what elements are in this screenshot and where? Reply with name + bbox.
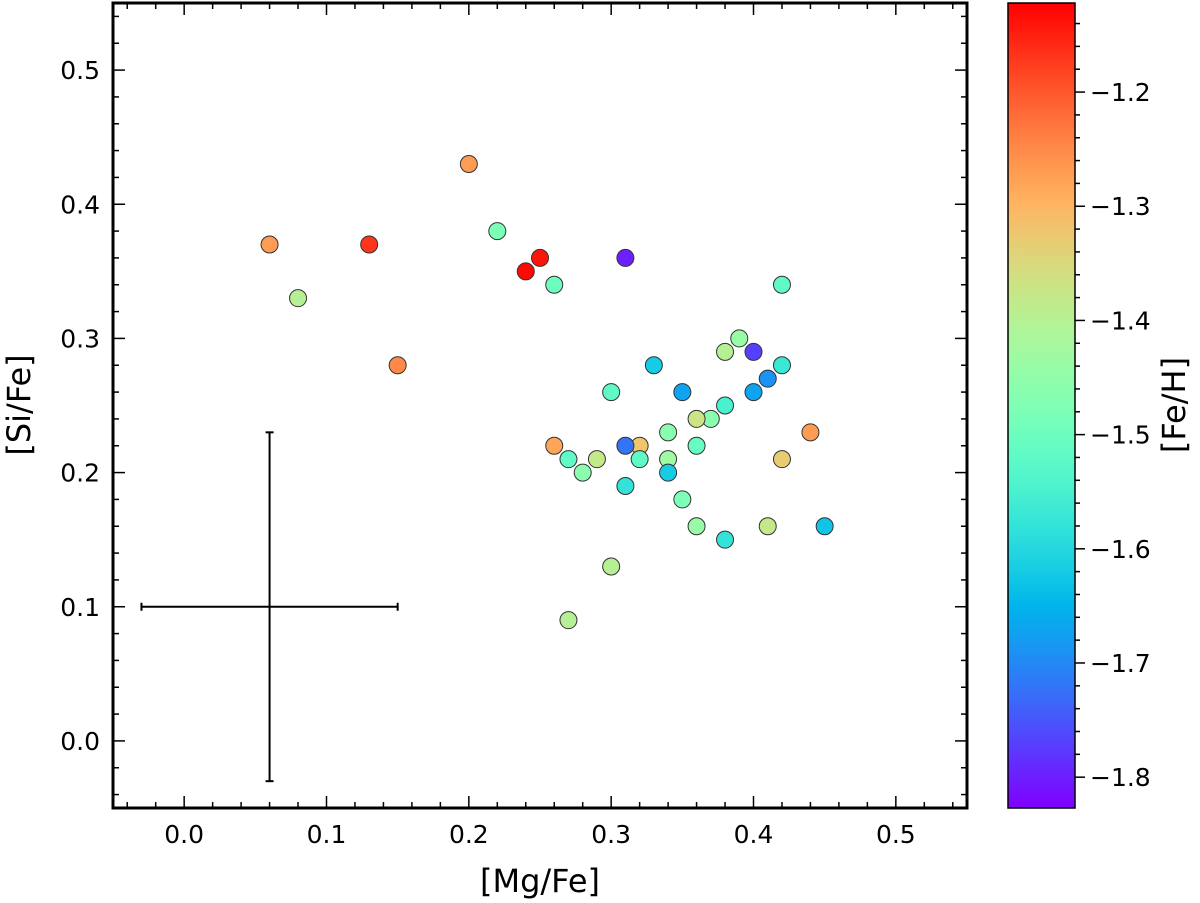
data-point	[801, 423, 820, 442]
colorbar-tick-label: −1.7	[1090, 649, 1151, 678]
x-tick-label: 0.4	[734, 820, 774, 849]
data-point	[616, 248, 635, 267]
colorbar-tick-label: −1.5	[1090, 421, 1151, 450]
colorbar-tick-label: −1.2	[1090, 78, 1151, 107]
data-point	[644, 356, 663, 375]
data-point	[758, 517, 777, 536]
data-point	[687, 517, 706, 536]
data-point	[602, 383, 621, 402]
colorbar-tick-label: −1.8	[1090, 763, 1151, 792]
data-point	[260, 235, 279, 254]
data-point	[772, 450, 791, 469]
y-tick-label: 0.3	[60, 324, 100, 353]
data-point	[616, 477, 635, 495]
data-point	[602, 557, 621, 576]
x-tick-label: 0.2	[449, 820, 489, 849]
data-point	[659, 423, 678, 442]
data-point	[687, 409, 706, 428]
data-point	[360, 235, 379, 254]
x-tick-label: 0.3	[591, 820, 631, 849]
data-point	[716, 342, 735, 361]
data-point	[388, 356, 407, 375]
data-point	[516, 262, 535, 281]
y-tick-label: 0.5	[60, 56, 100, 85]
data-point	[459, 155, 478, 173]
data-point	[559, 611, 578, 630]
colorbar-label: [Fe/H]	[1155, 357, 1193, 453]
axis-ticks: 0.0 0.1 0.2 0.3 0.4 0.5 0.0 0.1 0.2 0.3 0.4 0.5	[60, 3, 967, 849]
data-point	[659, 463, 678, 482]
data-point	[630, 450, 649, 469]
data-point	[716, 396, 735, 415]
data-point	[815, 517, 834, 536]
data-point	[730, 329, 749, 348]
colorbar-tick-label: −1.3	[1090, 192, 1151, 221]
data-point	[744, 342, 763, 361]
data-point	[559, 450, 578, 469]
y-tick-label: 0.1	[60, 593, 100, 622]
data-point	[772, 356, 791, 375]
data-point	[744, 383, 763, 402]
colorbar-tick-label: −1.6	[1090, 535, 1151, 564]
y-tick-label: 0.4	[60, 190, 100, 219]
data-point	[716, 530, 735, 549]
y-tick-label: 0.0	[60, 727, 100, 756]
data-point	[758, 369, 777, 388]
data-point	[687, 436, 706, 455]
y-axis-label: [Si/Fe]	[0, 354, 38, 455]
data-point	[587, 450, 606, 469]
colorbar-ticks: −1.2 −1.3 −1.4 −1.5 −1.6 −1.7 −1.8	[1075, 22, 1151, 792]
error-bar	[140, 431, 399, 783]
data-point	[545, 275, 564, 294]
data-point	[673, 383, 692, 402]
data-point	[289, 289, 308, 308]
colorbar	[1007, 2, 1076, 809]
data-point	[545, 436, 564, 455]
data-point	[772, 275, 791, 294]
x-axis-label: [Mg/Fe]	[480, 862, 600, 900]
data-point	[673, 490, 692, 509]
data-point	[573, 463, 592, 482]
plot-frame	[111, 1, 969, 810]
y-tick-label: 0.2	[60, 459, 100, 488]
data-point	[616, 436, 635, 455]
data-points	[260, 155, 834, 630]
data-point	[488, 222, 507, 241]
data-point	[531, 248, 549, 267]
x-tick-label: 0.0	[164, 820, 204, 849]
colorbar-tick-label: −1.4	[1090, 306, 1151, 335]
x-tick-label: 0.1	[307, 820, 347, 849]
x-tick-label: 0.5	[876, 820, 916, 849]
